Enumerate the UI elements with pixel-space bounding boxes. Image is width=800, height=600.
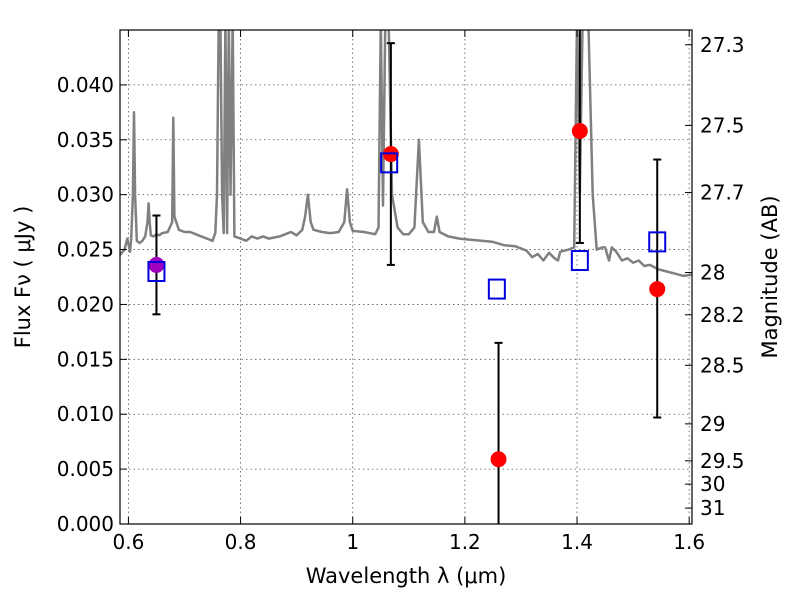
model-spectrum: [120, 30, 692, 278]
y2-tick-label: 31: [700, 496, 725, 520]
x-tick-label: 1.6: [673, 530, 705, 554]
y-tick-label: 0.025: [57, 238, 114, 262]
plot-frame: [119, 29, 693, 525]
y2-tick-label: 27.5: [700, 113, 745, 137]
y-tick-label: 0.000: [57, 512, 114, 536]
y2-tick-label: 28: [700, 260, 725, 284]
y-axis-label: Flux Fν ( μJy ): [11, 206, 35, 349]
x-tick-label: 0.8: [225, 530, 257, 554]
y-tick-label: 0.005: [57, 457, 114, 481]
y2-tick-label: 29.5: [700, 449, 745, 473]
data-point-circle: [490, 451, 507, 468]
y-tick-label: 0.010: [57, 402, 114, 426]
y2-tick-label: 28.2: [700, 303, 745, 327]
y2-tick-label: 30: [700, 472, 725, 496]
y-tick-label: 0.035: [57, 128, 114, 152]
data-markers: [147, 122, 667, 468]
x-tick-label: 1.2: [449, 530, 481, 554]
grid: [120, 30, 692, 525]
data-point-circle: [571, 122, 588, 139]
data-point-square: [570, 250, 589, 272]
y2-tick-label: 27.7: [700, 180, 745, 204]
x-tick-label: 1: [346, 530, 359, 554]
y-tick-label: 0.020: [57, 292, 114, 316]
spectrum-line: [120, 30, 692, 278]
y-axis-ticks: 0.000 0.005 0.010 0.015 0.020 0.025 0.030 0.035…: [57, 73, 127, 536]
y-tick-label: 0.015: [57, 347, 114, 371]
x-axis-ticks: 0.6 0.8 1 1.2 1.4 1.6: [113, 30, 705, 554]
y-tick-label: 0.040: [57, 73, 114, 97]
data-point-square: [648, 231, 667, 253]
data-point-square: [147, 261, 166, 283]
y2-axis-label: Magnitude (AB): [758, 195, 782, 358]
data-point-circle: [148, 256, 165, 273]
x-axis-label: Wavelength λ (μm): [306, 564, 507, 588]
y2-tick-label: 27.3: [700, 33, 745, 57]
y2-tick-label: 28.5: [700, 353, 745, 377]
y2-tick-label: 29: [700, 412, 725, 436]
x-tick-label: 0.6: [113, 530, 145, 554]
x-tick-label: 1.4: [561, 530, 593, 554]
data-point-circle: [649, 281, 666, 298]
y-tick-label: 0.030: [57, 183, 114, 207]
data-point-square: [487, 278, 506, 300]
data-point-square: [380, 152, 399, 174]
